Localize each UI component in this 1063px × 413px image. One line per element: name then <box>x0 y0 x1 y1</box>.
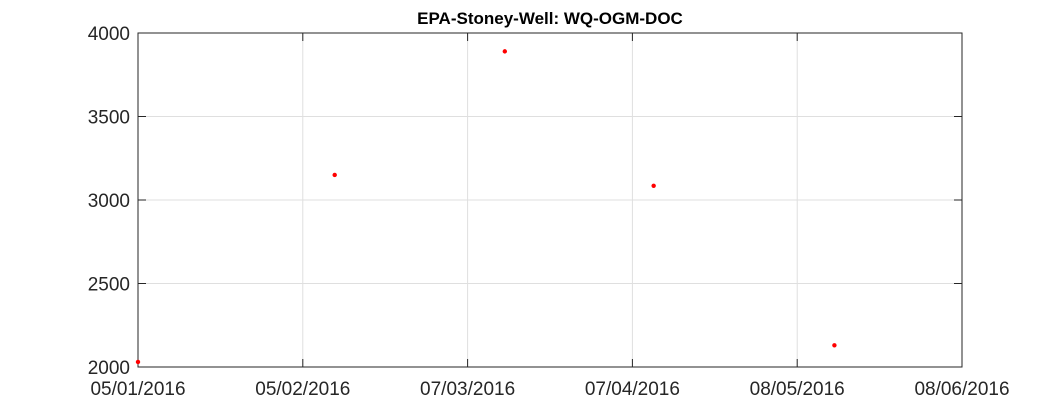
data-point <box>502 49 508 54</box>
tick-labels: 05/01/2016 05/02/2016 07/03/2016 07/04/2016… <box>88 24 1010 400</box>
data-points <box>135 49 837 365</box>
x-tick-label: 07/03/2016 <box>420 379 515 400</box>
y-tick-label: 4000 <box>88 24 130 45</box>
x-tick-label: 08/05/2016 <box>750 379 845 400</box>
x-tick-label: 07/04/2016 <box>585 379 680 400</box>
data-point <box>135 359 141 365</box>
data-point <box>651 183 656 189</box>
y-tick-label: 3000 <box>88 191 130 212</box>
y-tick-label: 2000 <box>88 358 130 379</box>
x-tick-label: 05/02/2016 <box>255 379 350 400</box>
data-point <box>832 343 837 348</box>
axis-ticks <box>137 32 963 368</box>
x-tick-label: 08/06/2016 <box>914 379 1009 400</box>
y-tick-label: 2500 <box>88 275 130 296</box>
data-point <box>332 172 337 178</box>
x-tick-label: 05/01/2016 <box>90 379 185 400</box>
chart-title: EPA-Stoney-Well: WQ-OGM-DOC <box>417 9 683 28</box>
y-tick-label: 3500 <box>88 108 130 129</box>
